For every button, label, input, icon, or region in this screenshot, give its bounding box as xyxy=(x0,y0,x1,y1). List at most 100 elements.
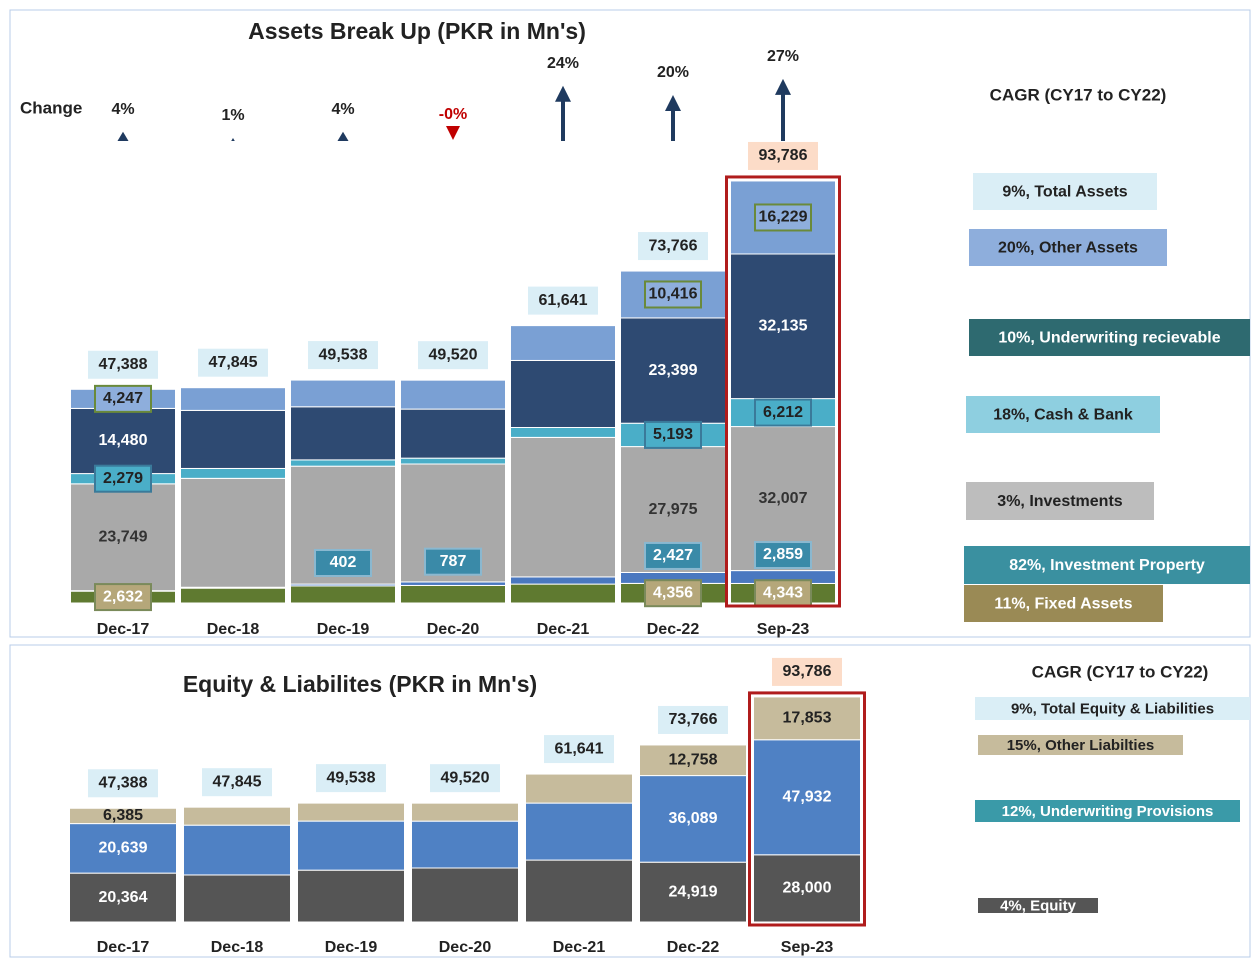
chart-title: Assets Break Up (PKR in Mn's) xyxy=(248,18,586,44)
total-box xyxy=(308,341,378,370)
legend-label: 10%, Underwriting recievable xyxy=(998,330,1220,347)
total-label: 47,388 xyxy=(99,774,148,791)
x-tick-label: Dec-22 xyxy=(667,939,720,956)
bar-segment xyxy=(183,824,291,876)
legend-label: 9%, Total Assets xyxy=(1002,184,1127,201)
legend-label: 15%, Other Liabilties xyxy=(1007,737,1155,754)
x-tick-label: Dec-19 xyxy=(317,621,370,638)
bar-segment xyxy=(730,253,836,400)
bottom-panel xyxy=(9,644,1251,958)
change-arrow xyxy=(446,126,460,140)
legend-title: CAGR (CY17 to CY22) xyxy=(1032,662,1209,681)
bar-segment xyxy=(639,861,747,923)
change-arrow xyxy=(775,78,791,141)
total-box xyxy=(418,341,488,370)
bar-segment xyxy=(290,406,396,461)
legend-swatch xyxy=(978,898,1098,913)
x-tick-label: Dec-22 xyxy=(647,621,700,638)
data-label: 20,639 xyxy=(99,840,148,857)
data-label: 14,480 xyxy=(99,432,148,449)
data-label: 24,919 xyxy=(669,883,718,900)
bar-segment xyxy=(753,696,861,741)
bar-segment xyxy=(400,581,506,586)
bar-segment xyxy=(290,585,396,604)
bar-segment xyxy=(400,408,506,459)
total-label: 93,786 xyxy=(783,663,832,680)
bar-segment xyxy=(510,576,616,585)
label-box xyxy=(94,464,152,493)
bar-segment xyxy=(183,874,291,923)
x-tick-label: Dec-17 xyxy=(97,621,150,638)
bar-segment xyxy=(525,802,633,861)
legend-label: 11%, Fixed Assets xyxy=(994,596,1132,613)
legend-swatch xyxy=(966,482,1154,520)
total-box xyxy=(748,141,818,170)
bar-segment xyxy=(180,587,286,604)
chart-title: Equity & Liabilites (PKR in Mn's) xyxy=(183,671,537,697)
bar-segment xyxy=(69,872,177,923)
x-tick-label: Dec-20 xyxy=(427,621,480,638)
x-tick-label: Sep-23 xyxy=(757,621,810,638)
total-label: 73,766 xyxy=(649,237,698,254)
legend-label: 18%, Cash & Bank xyxy=(993,407,1133,424)
bar-segment xyxy=(411,867,519,923)
legend-swatch xyxy=(969,229,1167,266)
label-box xyxy=(754,398,812,427)
bar-segment xyxy=(297,802,405,822)
legend-label: 9%, Total Equity & Liabilities xyxy=(1011,700,1214,717)
total-box xyxy=(316,764,386,793)
data-label: 16,229 xyxy=(759,209,808,226)
data-label: 4,247 xyxy=(103,390,143,407)
data-label: 2,279 xyxy=(103,470,143,487)
bar-segment xyxy=(69,807,177,825)
total-box xyxy=(658,705,728,734)
legend-swatch xyxy=(964,546,1250,584)
bar-segment xyxy=(400,584,506,604)
data-label: 10,416 xyxy=(649,286,698,303)
change-label: 27% xyxy=(767,48,799,65)
total-box xyxy=(430,764,500,793)
x-tick-label: Dec-20 xyxy=(439,939,492,956)
change-arrow xyxy=(555,85,571,141)
bar-segment xyxy=(70,407,176,475)
bar-segment xyxy=(510,583,616,604)
data-label: 32,007 xyxy=(759,490,808,507)
legend-label: 82%, Investment Property xyxy=(1009,557,1205,574)
change-arrow xyxy=(665,95,681,141)
change-label: 1% xyxy=(221,107,244,124)
total-box xyxy=(772,657,842,686)
change-label: 4% xyxy=(331,101,354,118)
total-box xyxy=(638,232,708,261)
change-label: Change xyxy=(20,98,82,117)
total-label: 61,641 xyxy=(555,740,604,757)
label-box xyxy=(94,384,152,413)
bar-segment xyxy=(510,436,616,578)
bar-segment xyxy=(290,379,396,408)
legend-title: CAGR (CY17 to CY22) xyxy=(990,85,1167,104)
bar-segment xyxy=(411,820,519,869)
total-label: 73,766 xyxy=(669,711,718,728)
data-label: 2,427 xyxy=(653,547,693,564)
data-label: 4,356 xyxy=(653,584,693,601)
total-box xyxy=(202,768,272,797)
legend-swatch xyxy=(969,319,1250,356)
total-box xyxy=(88,350,158,379)
total-box xyxy=(528,286,598,315)
bar-segment xyxy=(183,806,291,826)
bar-segment xyxy=(525,773,633,804)
legend-label: 4%, Equity xyxy=(1000,897,1077,914)
total-label: 49,538 xyxy=(319,346,368,363)
total-box xyxy=(544,735,614,764)
bar-segment xyxy=(180,467,286,479)
total-label: 47,388 xyxy=(99,356,148,373)
bar-segment xyxy=(411,802,519,822)
total-label: 93,786 xyxy=(759,147,808,164)
bar-segment xyxy=(639,775,747,863)
x-tick-label: Dec-21 xyxy=(553,939,606,956)
data-label: 4,343 xyxy=(763,584,803,601)
bar-segment xyxy=(510,359,616,429)
bar-segment xyxy=(639,744,747,777)
bar-segment xyxy=(180,477,286,588)
data-label: 23,399 xyxy=(649,362,698,379)
